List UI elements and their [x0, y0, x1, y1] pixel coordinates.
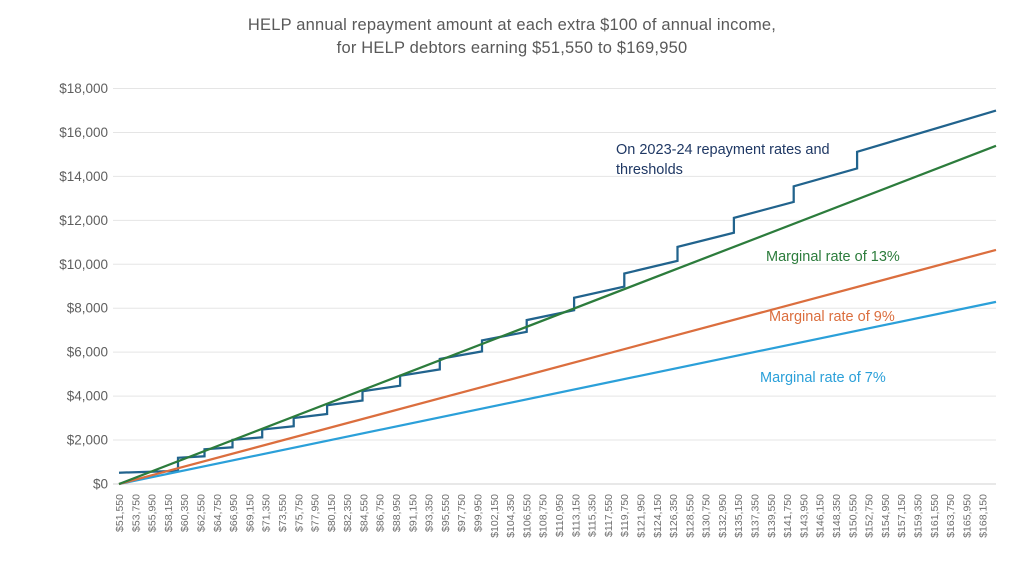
y-tick-label: $2,000 — [67, 433, 108, 448]
x-tick-label: $157,150 — [896, 494, 908, 538]
x-tick-label: $121,950 — [635, 494, 647, 538]
x-tick-label: $99,950 — [473, 494, 485, 532]
y-tick-label: $8,000 — [67, 301, 108, 316]
x-tick-label: $93,350 — [424, 494, 436, 532]
x-tick-label: $152,750 — [864, 494, 876, 538]
x-tick-label: $126,350 — [668, 494, 680, 538]
x-tick-label: $154,950 — [880, 494, 892, 538]
x-tick-label: $163,750 — [945, 494, 957, 538]
x-tick-label: $139,550 — [766, 494, 778, 538]
series-line-m7 — [118, 300, 997, 486]
x-tick-label: $161,550 — [929, 494, 941, 538]
x-tick-label: $106,550 — [521, 494, 533, 538]
x-tick-label: $95,550 — [440, 494, 452, 532]
x-tick-label: $130,750 — [701, 494, 713, 538]
x-tick-label: $159,350 — [912, 494, 924, 538]
x-tick-label: $132,950 — [717, 494, 729, 538]
x-tick-label: $82,350 — [342, 494, 354, 532]
x-tick-label: $66,950 — [228, 494, 240, 532]
y-tick-label: $0 — [93, 477, 108, 492]
x-tick-label: $102,150 — [489, 494, 501, 538]
x-tick-label: $62,550 — [195, 494, 207, 532]
x-tick-label: $146,150 — [815, 494, 827, 538]
chart-title-line2: for HELP debtors earning $51,550 to $169… — [336, 39, 688, 57]
y-tick-label: $18,000 — [59, 81, 108, 96]
x-tick-label: $97,750 — [456, 494, 468, 532]
x-tick-label: $84,550 — [358, 494, 370, 532]
x-tick-label: $69,150 — [244, 494, 256, 532]
x-tick-label: $88,950 — [391, 494, 403, 532]
x-tick-label: $55,950 — [147, 494, 159, 532]
x-tick-label: $77,950 — [310, 494, 322, 532]
series-line-steps — [118, 109, 997, 474]
y-tick-label: $10,000 — [59, 257, 108, 272]
x-tick-label: $165,950 — [961, 494, 973, 538]
x-tick-label: $115,350 — [587, 494, 599, 537]
y-tick-label: $12,000 — [59, 213, 108, 228]
x-tick-label: $137,350 — [750, 494, 762, 538]
chart-title-line1: HELP annual repayment amount at each ext… — [247, 16, 777, 34]
x-tick-label: $51,550 — [114, 494, 126, 532]
x-tick-label: $119,750 — [619, 494, 631, 537]
x-tick-label: $124,150 — [652, 494, 664, 538]
x-tick-label: $86,750 — [375, 494, 387, 532]
y-tick-label: $4,000 — [67, 389, 108, 404]
x-tick-label: $168,150 — [978, 494, 990, 538]
series-line-m9 — [118, 248, 997, 486]
x-tick-label: $60,350 — [179, 494, 191, 532]
x-tick-label: $143,950 — [798, 494, 810, 538]
x-tick-label: $73,550 — [277, 494, 289, 532]
x-tick-label: $75,750 — [293, 494, 305, 532]
chart-title: HELP annual repayment amount at each ext… — [0, 14, 1024, 60]
series-label-steps: On 2023-24 repayment rates and threshold… — [616, 142, 830, 178]
x-tick-label: $135,150 — [733, 494, 745, 538]
x-tick-label: $91,150 — [407, 494, 419, 532]
x-tick-label: $148,350 — [831, 494, 843, 538]
x-tick-label: $53,750 — [130, 494, 142, 532]
x-tick-label: $150,550 — [847, 494, 859, 538]
series-label-marginal-13: Marginal rate of 13% — [766, 249, 900, 265]
y-tick-label: $6,000 — [67, 345, 108, 360]
x-tick-label: $80,150 — [326, 494, 338, 532]
series-line-m13 — [118, 144, 997, 486]
x-tick-label: $128,550 — [684, 494, 696, 538]
series-label-marginal-7: Marginal rate of 7% — [760, 370, 886, 386]
x-tick-label: $104,350 — [505, 494, 517, 538]
x-tick-label: $110,950 — [554, 494, 566, 537]
y-tick-label: $14,000 — [59, 169, 108, 184]
x-tick-label: $113,150 — [570, 494, 582, 537]
x-tick-label: $141,750 — [782, 494, 794, 538]
y-tick-label: $16,000 — [59, 125, 108, 140]
x-tick-label: $64,750 — [212, 494, 224, 532]
x-tick-label: $117,550 — [603, 494, 615, 537]
x-tick-label: $71,350 — [261, 494, 273, 532]
series-label-marginal-9: Marginal rate of 9% — [769, 309, 895, 325]
x-tick-label: $58,150 — [163, 494, 175, 532]
x-tick-label: $108,750 — [538, 494, 550, 538]
